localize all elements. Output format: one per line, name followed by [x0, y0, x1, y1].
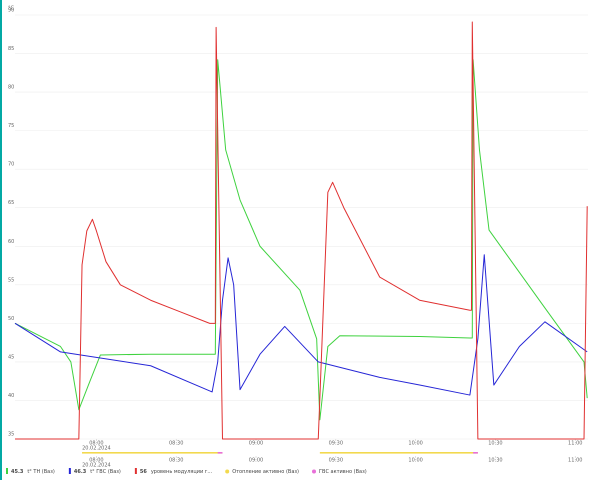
y-tick-label: 60	[8, 239, 14, 245]
y-unit: °C	[8, 6, 15, 12]
x-tick-label: 09:30	[329, 441, 343, 447]
x-tick-label: 11:00	[568, 458, 582, 464]
y-tick-label: 55	[8, 277, 14, 283]
legend-label[interactable]: t° ТН (Ваз)	[27, 469, 55, 475]
legend-swatch[interactable]	[68, 468, 71, 474]
y-tick-label: 70	[8, 162, 14, 168]
x-date-label: 20.02.2024	[82, 446, 111, 452]
y-tick-label: 90	[8, 8, 14, 14]
x-tick-label: 09:00	[249, 458, 263, 464]
legend-state[interactable]: 56	[140, 469, 147, 475]
legend-state[interactable]: 46.3	[74, 469, 87, 475]
x-tick-label: 10:00	[408, 458, 422, 464]
timeline-span	[319, 452, 478, 454]
x-tick-label: 09:30	[329, 458, 343, 464]
x-tick-label: 08:00	[89, 458, 103, 464]
y-tick-label: 40	[8, 393, 14, 399]
x-tick-label: 08:30	[169, 458, 183, 464]
y-tick-label: 80	[8, 85, 14, 91]
legend-label[interactable]: ГВС активно (Ваз)	[319, 469, 367, 475]
legend-label[interactable]: Отопление активно (Ваз)	[232, 469, 299, 475]
series-line	[15, 21, 588, 440]
series-line	[14, 254, 588, 396]
legend-label[interactable]: t° ГВС (Ваз)	[90, 469, 121, 475]
series-line	[14, 59, 588, 421]
timeline-span	[82, 452, 223, 454]
y-tick-label: 75	[8, 123, 14, 129]
y-tick-label: 50	[8, 316, 14, 322]
x-tick-label: 08:30	[169, 441, 183, 447]
y-tick-label: 45	[8, 354, 14, 360]
timeline-span	[217, 452, 223, 454]
x-tick-label: 11:00	[568, 441, 582, 447]
x-date-label: 20.02.2024	[82, 463, 111, 469]
y-tick-label: 35	[8, 432, 14, 438]
legend-swatch[interactable]	[134, 468, 137, 474]
y-tick-label: 85	[8, 46, 14, 52]
x-tick-label: 10:30	[488, 441, 502, 447]
legend-label[interactable]: уровень модуляции г...	[151, 469, 213, 475]
x-tick-label: 09:00	[249, 441, 263, 447]
legend-swatch[interactable]	[225, 469, 230, 474]
x-tick-label: 10:00	[408, 441, 422, 447]
legend-swatch[interactable]	[312, 469, 316, 474]
legend-swatch[interactable]	[6, 468, 8, 474]
x-tick-label: 10:30	[488, 458, 502, 464]
timeline-span	[473, 452, 478, 454]
x-tick-label: 08:00	[89, 441, 103, 447]
y-tick-label: 65	[8, 200, 14, 206]
legend-state[interactable]: 45.3	[11, 469, 24, 475]
